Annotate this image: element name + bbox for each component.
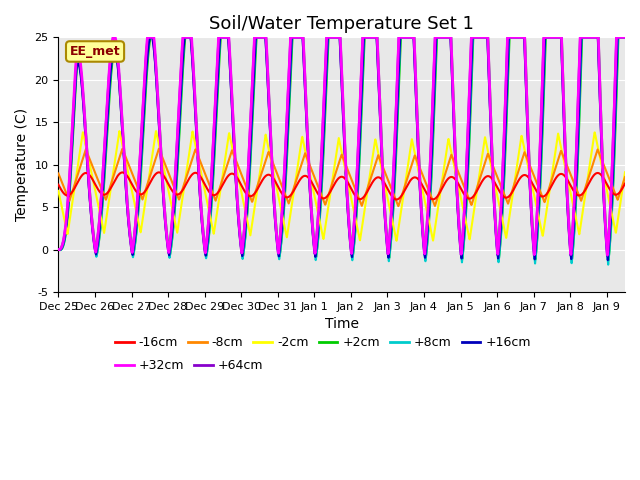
Title: Soil/Water Temperature Set 1: Soil/Water Temperature Set 1 — [209, 15, 474, 33]
Legend: +32cm, +64cm: +32cm, +64cm — [110, 354, 269, 377]
Y-axis label: Temperature (C): Temperature (C) — [15, 108, 29, 221]
X-axis label: Time: Time — [324, 317, 358, 331]
Text: EE_met: EE_met — [70, 45, 120, 58]
